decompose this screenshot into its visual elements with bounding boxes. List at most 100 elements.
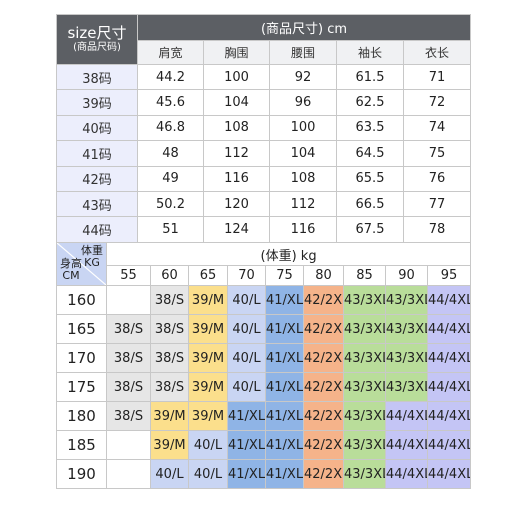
size-label: 42码 — [56, 165, 138, 192]
measurement-cell: 45.6 — [137, 89, 204, 116]
height-label: 160 — [56, 285, 107, 315]
measurement-cell: 50.2 — [137, 190, 204, 218]
size-row: 40码 46.8 108 100 63.5 74 — [56, 114, 472, 142]
measurement-cell: 63.5 — [336, 114, 404, 142]
weight-header: 75 — [265, 265, 304, 286]
weight-axis-label: 体重 KG — [81, 244, 103, 269]
measurement-cell: 72 — [402, 89, 472, 116]
fit-size-cell: 41/XL — [265, 285, 304, 315]
measurement-cell: 112 — [269, 190, 337, 218]
fit-size-cell: 40/L — [227, 343, 266, 373]
size-label: 40码 — [56, 114, 138, 142]
measurement-cell: 44.2 — [137, 63, 204, 91]
fit-size-cell: 41/XL — [227, 401, 266, 431]
fit-size-cell: 42/2XL — [303, 430, 344, 460]
weight-header: 80 — [303, 265, 344, 286]
height-row: 17538/S38/S39/M40/L41/XL42/2XL43/3XL43/3… — [56, 372, 472, 402]
fit-size-cell: 41/XL — [265, 343, 304, 373]
fit-size-cell: 40/L — [227, 372, 266, 402]
fit-size-cell: 41/XL — [265, 459, 304, 489]
fit-size-cell: 44/4XL — [426, 343, 472, 373]
size-table-corner-subtitle: (商品尺码) — [73, 42, 121, 53]
fit-chart-title: (体重) kg — [105, 242, 472, 266]
fit-size-cell: 42/2XL — [303, 372, 344, 402]
fit-size-cell: 41/XL — [227, 459, 266, 489]
size-label: 43码 — [56, 190, 138, 218]
measurement-cell: 71 — [402, 63, 472, 91]
fit-size-cell: 41/XL — [265, 430, 304, 460]
fit-size-cell: 44/4XL — [426, 314, 472, 344]
fit-size-cell: 40/L — [150, 459, 189, 489]
fit-size-cell: 44/4XL — [426, 459, 472, 489]
fit-size-cell: 38/S — [106, 372, 151, 402]
weight-header: 90 — [385, 265, 428, 286]
fit-size-cell: 38/S — [106, 401, 151, 431]
size-table-header: (商品尺寸) cm — [136, 14, 472, 41]
fit-size-cell: 38/S — [150, 314, 189, 344]
fit-size-cell: 38/S — [106, 343, 151, 373]
size-label: 41码 — [56, 140, 138, 167]
fit-size-cell — [106, 430, 151, 460]
fit-size-cell: 39/M — [188, 401, 228, 431]
measurement-cell: 66.5 — [336, 190, 404, 218]
column-header: 袖长 — [336, 40, 404, 65]
size-table-columns: 肩宽 胸围 腰围 袖长 衣长 — [57, 40, 472, 65]
measurement-cell: 104 — [269, 140, 337, 167]
fit-size-cell — [106, 285, 151, 315]
fit-size-cell: 42/2XL — [303, 314, 344, 344]
fit-size-cell: 39/M — [150, 430, 189, 460]
size-label: 44码 — [56, 216, 138, 243]
measurement-cell: 108 — [203, 114, 270, 142]
size-table: size尺寸 (商品尺码) (商品尺寸) cm 肩宽 胸围 腰围 袖长 衣长 3… — [56, 14, 472, 243]
fit-size-cell: 44/4XL — [385, 401, 428, 431]
fit-chart: 体重 KG 身高 CM (体重) kg 55 60 65 70 75 80 85 90 95 160… — [56, 242, 472, 489]
size-row: 43码 50.2 120 112 66.5 77 — [56, 190, 472, 218]
weight-header: 55 — [106, 265, 151, 286]
fit-size-cell: 43/3XL — [385, 285, 428, 315]
fit-size-cell: 41/XL — [265, 401, 304, 431]
measurement-cell: 100 — [269, 114, 337, 142]
fit-size-cell: 42/2XL — [303, 343, 344, 373]
height-row: 19040/L40/L41/XL41/XL42/2XL43/3XL44/4XL4… — [56, 459, 472, 489]
measurement-cell: 64.5 — [336, 140, 404, 167]
fit-size-cell: 39/M — [188, 343, 228, 373]
measurement-cell: 65.5 — [336, 165, 404, 192]
weight-header: 60 — [150, 265, 189, 286]
weight-header: 65 — [188, 265, 228, 286]
fit-size-cell — [106, 459, 151, 489]
fit-size-cell: 43/3XL — [343, 430, 386, 460]
fit-size-cell: 39/M — [188, 372, 228, 402]
column-header: 胸围 — [203, 40, 270, 65]
fit-size-cell: 39/M — [188, 314, 228, 344]
weight-header: 70 — [227, 265, 266, 286]
height-label: 170 — [56, 343, 107, 373]
size-table-corner-title: size尺寸 — [67, 24, 127, 42]
height-label: 175 — [56, 372, 107, 402]
fit-size-cell: 44/4XL — [426, 401, 472, 431]
measurement-cell: 120 — [203, 190, 270, 218]
fit-size-cell: 43/3XL — [385, 314, 428, 344]
measurement-cell: 104 — [203, 89, 270, 116]
height-row: 17038/S38/S39/M40/L41/XL42/2XL43/3XL43/3… — [56, 343, 472, 373]
column-header: 肩宽 — [137, 40, 204, 65]
fit-size-cell: 44/4XL — [426, 285, 472, 315]
height-axis-label: 身高 CM — [60, 257, 82, 282]
fit-size-cell: 40/L — [188, 459, 228, 489]
fit-size-cell: 39/M — [150, 401, 189, 431]
column-header: 腰围 — [269, 40, 337, 65]
measurement-cell: 61.5 — [336, 63, 404, 91]
size-label: 38码 — [56, 63, 138, 91]
fit-size-cell: 41/XL — [265, 372, 304, 402]
height-label: 190 — [56, 459, 107, 489]
fit-size-cell: 40/L — [227, 285, 266, 315]
size-row: 42码 49 116 108 65.5 76 — [56, 165, 472, 192]
fit-size-cell: 38/S — [150, 372, 189, 402]
fit-size-cell: 44/4XL — [426, 372, 472, 402]
fit-size-cell: 43/3XL — [343, 343, 386, 373]
measurement-cell: 51 — [137, 216, 204, 243]
height-row: 18038/S39/M39/M41/XL41/XL42/2XL43/3XL44/… — [56, 401, 472, 431]
size-table-corner: size尺寸 (商品尺码) — [56, 14, 138, 65]
fit-size-cell: 44/4XL — [385, 430, 428, 460]
measurement-cell: 76 — [402, 165, 472, 192]
measurement-cell: 96 — [269, 89, 337, 116]
